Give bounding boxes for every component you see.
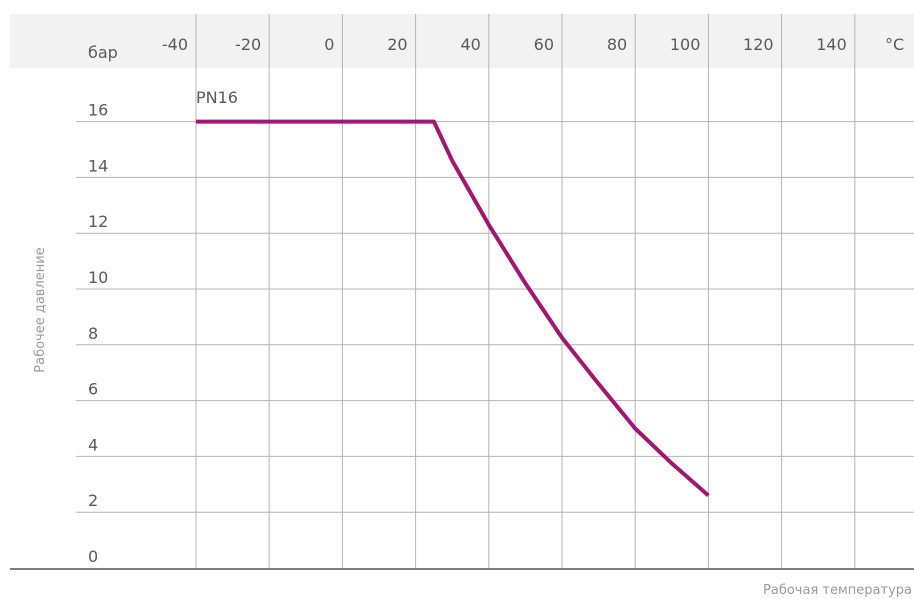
- x-unit-label: °C: [885, 35, 904, 54]
- x-tick-label: 20: [387, 35, 407, 54]
- x-tick-label: 0: [324, 35, 334, 54]
- x-tick-label: -40: [162, 35, 188, 54]
- x-tick-label: 60: [534, 35, 554, 54]
- y-tick-label: 16: [88, 101, 108, 120]
- y-axis-label: Рабочее давление: [33, 247, 48, 372]
- y-tick-label: 0: [88, 547, 98, 566]
- x-tick-label: 100: [670, 35, 701, 54]
- x-tick-label: -20: [235, 35, 261, 54]
- y-tick-label: 12: [88, 212, 108, 231]
- y-tick-label: 6: [88, 380, 98, 399]
- y-tick-label: 8: [88, 324, 98, 343]
- y-tick-label: 14: [88, 156, 108, 175]
- x-tick-label: 80: [607, 35, 627, 54]
- y-unit-label: бар: [88, 43, 118, 62]
- y-tick-label: 4: [88, 435, 98, 454]
- y-tick-label: 2: [88, 491, 98, 510]
- header-band: [10, 14, 914, 68]
- x-axis-label: Рабочая температура: [763, 583, 912, 598]
- series-label-pn16: PN16: [196, 88, 238, 107]
- y-tick-label: 10: [88, 268, 108, 287]
- x-tick-label: 140: [816, 35, 847, 54]
- x-tick-label: 40: [460, 35, 480, 54]
- series-line-0: [196, 119, 710, 498]
- x-tick-label: 120: [743, 35, 774, 54]
